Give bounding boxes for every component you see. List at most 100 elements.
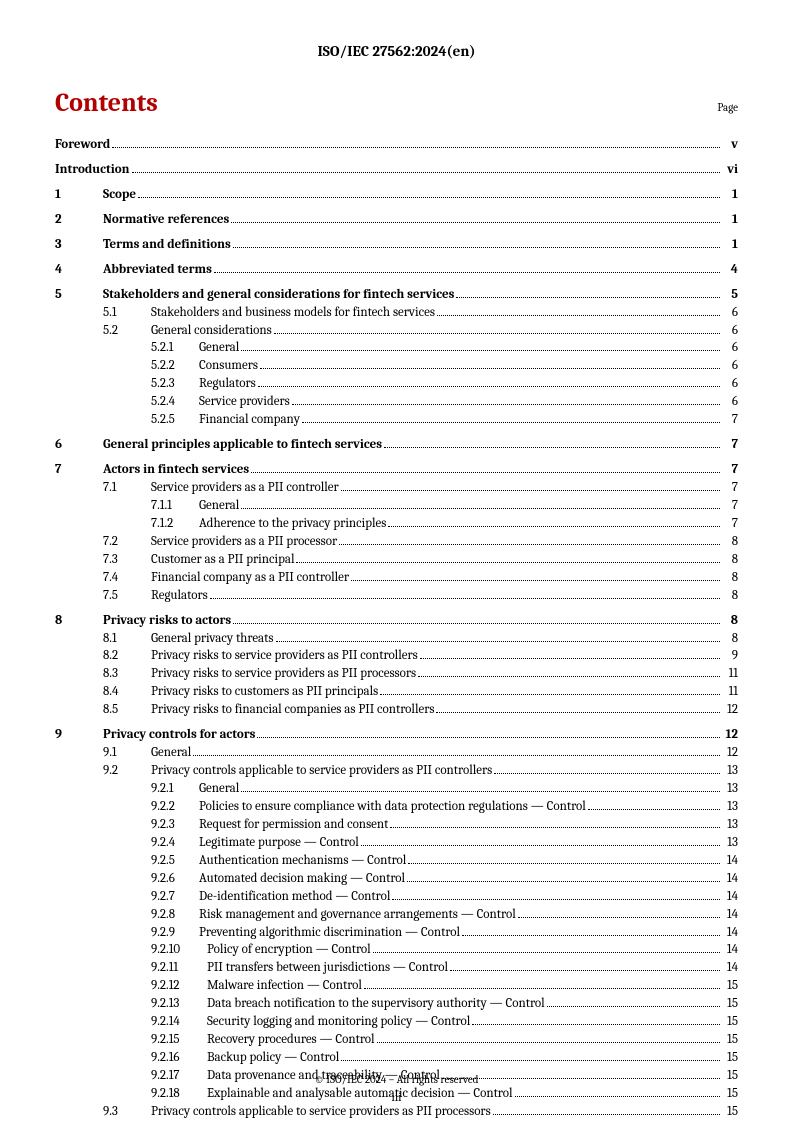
toc-row: 9.2.15Recovery procedures — Control15	[55, 1031, 738, 1049]
toc-num: 5.2.5	[151, 411, 199, 429]
toc-page: 9	[722, 647, 738, 665]
toc-title: Normative references	[103, 211, 229, 229]
toc-num: 7.1	[103, 479, 151, 497]
toc-page: 4	[722, 261, 738, 279]
toc-leader	[138, 197, 720, 198]
toc-leader	[518, 917, 720, 918]
toc-title: Introduction	[55, 161, 130, 179]
toc-page: 13	[722, 834, 738, 852]
toc-title: Regulators	[151, 587, 208, 605]
toc-page: 15	[722, 995, 738, 1013]
toc-leader	[193, 755, 720, 756]
toc-leader	[257, 737, 720, 738]
toc-title: Request for permission and consent	[199, 816, 388, 834]
toc-row: 8.3Privacy risks to service providers as…	[55, 665, 738, 683]
toc-num: 9.2.4	[151, 834, 199, 852]
toc-leader	[276, 641, 721, 642]
toc-row: 7.1.1General7	[55, 497, 738, 515]
toc-group: 6General principles applicable to fintec…	[55, 436, 738, 454]
toc-row: 9.1General12	[55, 744, 738, 762]
toc-row: 7.4Financial company as a PII controller…	[55, 569, 738, 587]
toc-leader	[420, 658, 720, 659]
toc-page: 14	[722, 870, 738, 888]
toc-row: 9.2.8Risk management and governance arra…	[55, 906, 738, 924]
toc-num: 7.4	[103, 569, 151, 587]
toc-page: 7	[722, 497, 738, 515]
toc-row: 9.2.6Automated decision making — Control…	[55, 870, 738, 888]
toc-row: 9.2.13Data breach notification to the su…	[55, 995, 738, 1013]
toc-num: 9.2.12	[151, 977, 207, 995]
toc-leader	[231, 222, 720, 223]
toc-page: 12	[722, 726, 738, 744]
toc-num: 9.2.2	[151, 798, 199, 816]
toc-leader	[339, 544, 720, 545]
toc-row: 7Actors in fintech services7	[55, 461, 738, 479]
toc-page: 7	[722, 461, 738, 479]
toc-title: General	[151, 744, 191, 762]
toc-page: 14	[722, 906, 738, 924]
toc-title: Policy of encryption — Control	[207, 941, 371, 959]
toc-title: General principles applicable to fintech…	[103, 436, 382, 454]
toc-title: Authentication mechanisms — Control	[199, 852, 406, 870]
toc-row: 8Privacy risks to actors8	[55, 612, 738, 630]
toc-leader	[233, 247, 720, 248]
toc-leader	[112, 147, 720, 148]
toc-row: 9Privacy controls for actors12	[55, 726, 738, 744]
toc-title: Financial company as a PII controller	[151, 569, 349, 587]
toc-num: 9.2.11	[151, 959, 207, 977]
toc-page: 15	[722, 1103, 738, 1121]
toc-title: Backup policy — Control	[207, 1049, 339, 1067]
toc-title: Privacy risks to financial companies as …	[151, 701, 434, 719]
toc-num: 7.1.1	[151, 497, 199, 515]
toc-title: General privacy threats	[151, 630, 274, 648]
toc-page: 15	[722, 1049, 738, 1067]
toc-title: Terms and definitions	[103, 236, 231, 254]
toc-page: 14	[722, 959, 738, 977]
toc-num: 9.2.9	[151, 924, 199, 942]
toc-leader	[436, 712, 720, 713]
toc-num: 8.4	[103, 683, 151, 701]
toc-row: 7.3Customer as a PII principal8	[55, 551, 738, 569]
toc-leader	[456, 297, 720, 298]
toc-page: 6	[722, 357, 738, 375]
toc-page: 7	[722, 411, 738, 429]
toc-leader	[214, 272, 720, 273]
toc-group: Introductionvi	[55, 161, 738, 179]
toc-title: Privacy risks to service providers as PI…	[151, 665, 416, 683]
toc-page: 13	[722, 762, 738, 780]
toc-num: 5.2.3	[151, 375, 199, 393]
toc-title: Foreword	[55, 136, 110, 154]
toc-leader	[274, 333, 720, 334]
toc-title: Service providers	[199, 393, 290, 411]
toc-page: 11	[722, 665, 738, 683]
toc-leader	[233, 623, 720, 624]
toc-title: Abbreviated terms	[103, 261, 212, 279]
toc-page: 14	[722, 941, 738, 959]
toc-title: Stakeholders and general considerations …	[103, 286, 454, 304]
toc-page: 8	[722, 587, 738, 605]
toc-num: 2	[55, 211, 103, 229]
toc-leader	[377, 1042, 720, 1043]
toc-num: 9.2.5	[151, 852, 199, 870]
toc-num: 5.1	[103, 304, 151, 322]
toc-row: 8.5Privacy risks to financial companies …	[55, 701, 738, 719]
toc-row: 8.1General privacy threats8	[55, 630, 738, 648]
footer-page-number: iii	[0, 1090, 793, 1104]
toc-group: 2Normative references1	[55, 211, 738, 229]
toc-row: 3Terms and definitions1	[55, 236, 738, 254]
toc-page: 6	[722, 393, 738, 411]
toc-row: 5.2.4Service providers6	[55, 393, 738, 411]
toc-title: Service providers as a PII processor	[151, 533, 337, 551]
toc-title: Privacy controls applicable to service p…	[151, 1103, 491, 1121]
toc-page: 6	[722, 322, 738, 340]
toc-leader	[384, 447, 720, 448]
toc-leader	[241, 791, 720, 792]
toc-page: 15	[722, 1031, 738, 1049]
toc-leader	[462, 935, 720, 936]
toc-page: 13	[722, 798, 738, 816]
toc-row: 9.2.11PII transfers between jurisdiction…	[55, 959, 738, 977]
toc-row: 5.2.3Regulators6	[55, 375, 738, 393]
toc-row: 7.5Regulators8	[55, 587, 738, 605]
toc-num: 9.2.13	[151, 995, 207, 1013]
toc-row: 7.1Service providers as a PII controller…	[55, 479, 738, 497]
